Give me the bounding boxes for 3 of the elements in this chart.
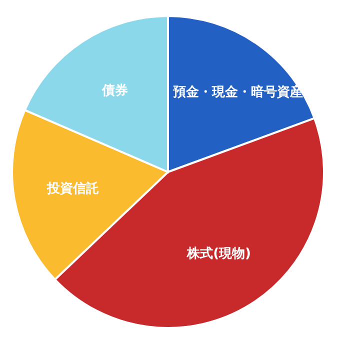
slice-label: 投資信託: [46, 180, 99, 196]
slice-label: 債券: [100, 84, 128, 99]
slice-label: 株式(現物): [186, 246, 251, 262]
